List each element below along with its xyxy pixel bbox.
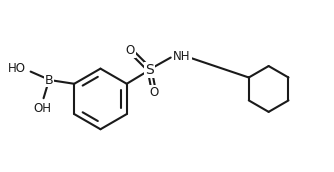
Text: NH: NH bbox=[173, 50, 191, 63]
Text: HO: HO bbox=[8, 62, 26, 76]
Text: O: O bbox=[126, 44, 135, 57]
Text: S: S bbox=[145, 63, 154, 77]
Text: B: B bbox=[45, 74, 53, 87]
Text: OH: OH bbox=[33, 102, 51, 115]
Text: O: O bbox=[149, 86, 159, 99]
